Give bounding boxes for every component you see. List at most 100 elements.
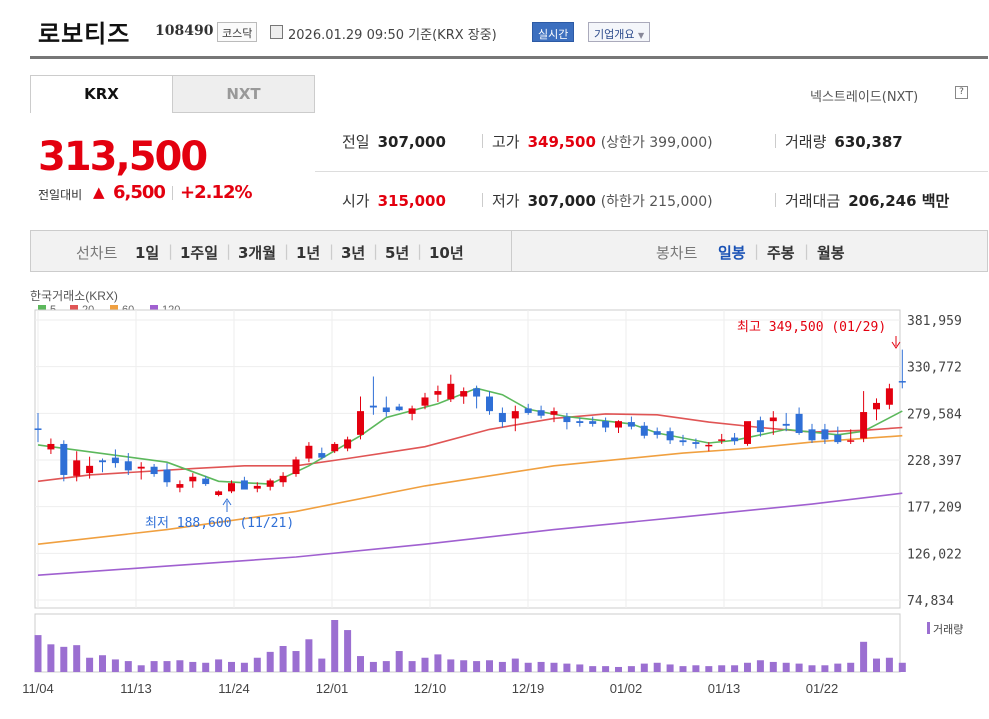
volume-bar <box>679 666 687 672</box>
min-arrow-icon <box>222 498 232 506</box>
candle-body <box>382 407 390 413</box>
x-tick-label: 01/22 <box>806 681 839 696</box>
candle-body <box>34 428 42 430</box>
volume-bar <box>266 651 274 672</box>
y-tick-label: 228,397 <box>907 454 962 469</box>
candle-body <box>589 421 597 424</box>
tab-nxt[interactable]: NXT <box>172 75 315 113</box>
calendar-icon <box>270 25 283 39</box>
stat-open: 시가 315,000 <box>342 192 446 210</box>
candle-weekly[interactable]: 주봉 <box>767 244 795 262</box>
candle-body <box>124 461 132 471</box>
line-chart-label: 선차트 <box>76 244 118 262</box>
volume-bar <box>537 661 545 672</box>
candle-body <box>357 411 364 435</box>
candle-body <box>640 425 648 436</box>
candle-body <box>421 397 429 406</box>
stat-trade-value: 거래대금 206,246 백만 <box>785 192 950 210</box>
corp-info-dropdown[interactable]: 기업개요 ▼ <box>588 22 651 42</box>
max-arrow-icon <box>891 341 901 349</box>
period-3m[interactable]: 3개월 <box>238 244 277 262</box>
candle-body <box>86 465 94 474</box>
candle-body <box>395 406 403 411</box>
x-tick-label: 12/01 <box>316 681 349 696</box>
volume-bar <box>369 661 377 672</box>
candle-monthly[interactable]: 월봉 <box>817 244 845 262</box>
y-tick-label: 330,772 <box>907 361 962 376</box>
volume-bar <box>873 658 880 672</box>
y-tick-label: 126,022 <box>907 547 962 562</box>
volume-bar <box>486 660 493 672</box>
change-label: 전일대비 <box>38 188 83 202</box>
current-price: 313,500 <box>38 134 208 180</box>
candle-body <box>215 491 223 496</box>
period-1d[interactable]: 1일 <box>135 244 160 262</box>
candle-body <box>279 475 287 483</box>
x-tick-label: 11/13 <box>120 681 152 696</box>
help-icon[interactable]: ? <box>955 86 968 99</box>
candle-body <box>718 439 726 441</box>
nextrade-link[interactable]: 넥스트레이드(NXT) <box>810 90 919 105</box>
volume-bar <box>847 662 855 672</box>
volume-bar <box>834 663 842 672</box>
legend-swatch <box>110 305 118 313</box>
volume-bar <box>550 662 558 672</box>
tab-krx[interactable]: KRX <box>30 75 173 113</box>
volume-bar <box>898 662 906 672</box>
candle-body <box>756 420 764 433</box>
realtime-button[interactable]: 실시간 <box>532 22 575 42</box>
ma5-line <box>37 387 903 485</box>
volume-bar <box>228 661 235 672</box>
candle-body <box>653 431 661 435</box>
candle-daily[interactable]: 일봉 <box>718 244 746 262</box>
volume-bar <box>331 620 339 672</box>
period-1w[interactable]: 1주일 <box>180 244 219 262</box>
candle-body <box>666 431 674 441</box>
volume-bar <box>163 661 171 672</box>
candle-body <box>705 444 713 447</box>
price-chart: 한국거래소(KRX) 52060120 381,959330,772279,58… <box>0 284 989 719</box>
volume-bar <box>202 662 210 672</box>
period-3y[interactable]: 3년 <box>341 244 366 262</box>
volume-bar <box>602 666 610 672</box>
volume-bar <box>382 661 390 672</box>
stock-header: 로보티즈 108490 코스닥 2026.01.29 09:50 기준(KRX … <box>0 0 989 58</box>
period-5y[interactable]: 5년 <box>385 244 410 262</box>
stat-prev: 전일 307,000 <box>342 133 446 151</box>
candle-body <box>847 440 855 442</box>
candle-body <box>266 480 274 487</box>
volume-bar <box>111 659 119 672</box>
candle-body <box>576 421 584 423</box>
volume-bar <box>47 644 55 672</box>
candle-body <box>202 478 210 485</box>
volume-bar <box>189 661 197 672</box>
volume-bar <box>511 658 519 672</box>
volume-bar <box>253 657 261 672</box>
volume-bar <box>86 657 94 672</box>
period-1y[interactable]: 1년 <box>296 244 321 262</box>
stat-high: 고가 349,500 (상한가 399,000) <box>492 133 713 151</box>
candle-body <box>473 388 481 397</box>
candle-body <box>602 421 610 428</box>
candle-body <box>228 483 235 492</box>
volume-bar <box>447 659 455 672</box>
volume-bar <box>524 662 532 672</box>
candle-body <box>808 429 816 441</box>
divider <box>172 186 173 200</box>
y-tick-label: 381,959 <box>907 314 962 329</box>
candle-body <box>679 440 687 443</box>
ma60-line <box>37 434 903 545</box>
exchange-tabs: KRX NXT <box>30 75 315 113</box>
volume-bar <box>279 646 287 672</box>
change-percent: +2.12% <box>180 182 253 203</box>
candle-body <box>731 437 739 442</box>
x-tick-label: 01/13 <box>708 681 741 696</box>
volume-bar <box>731 665 739 672</box>
volume-bar <box>718 665 726 672</box>
candle-body <box>318 453 326 458</box>
volume-bar <box>215 659 223 672</box>
candle-body <box>563 416 571 423</box>
candle-body <box>873 402 880 410</box>
chart-title: 한국거래소(KRX) <box>30 289 118 303</box>
period-10y[interactable]: 10년 <box>429 244 464 262</box>
